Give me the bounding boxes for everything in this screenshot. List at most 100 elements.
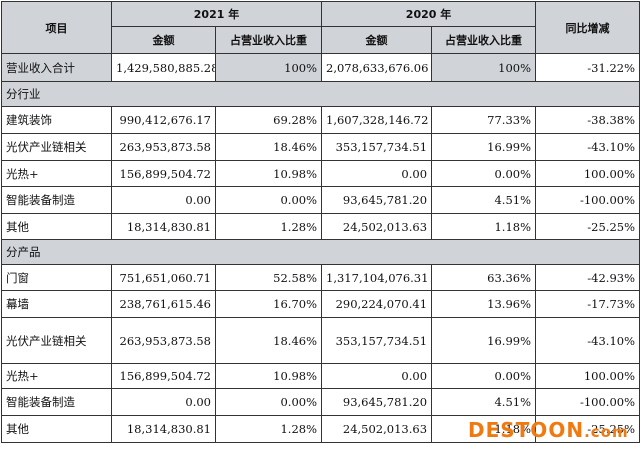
amount-2020: 93,645,781.20 xyxy=(321,388,433,416)
watermark-sub: .com xyxy=(584,423,629,441)
amount-2021: 238,761,615.46 xyxy=(111,290,216,318)
row-label: 建筑装饰 xyxy=(1,106,112,134)
change-value: -31.22% xyxy=(535,53,641,82)
amount-2021: 156,899,504.72 xyxy=(111,160,216,187)
amount-2020: 0.00 xyxy=(321,363,433,389)
table-row: 门窗 751,651,060.71 52.58% 1,317,104,076.31 63… xyxy=(1,264,641,291)
row-label: 其他 xyxy=(1,213,112,240)
change-value: -43.10% xyxy=(535,317,641,364)
row-label: 光热+ xyxy=(1,160,112,187)
ratio-2020: 0.00% xyxy=(431,160,537,187)
watermark-main: DESTOON xyxy=(468,418,585,442)
change-value: -100.00% xyxy=(535,186,641,214)
change-value: 100.00% xyxy=(535,160,641,187)
table-row: 智能装备制造 0.00 0.00% 93,645,781.20 4.51% -100.00… xyxy=(1,186,641,214)
change-value: -42.93% xyxy=(535,264,641,291)
table-row: 幕墙 238,761,615.46 16.70% 290,224,070.41 13.9… xyxy=(1,290,641,318)
amount-2020: 2,078,633,676.06 xyxy=(321,53,433,82)
change-value: 100.00% xyxy=(535,363,641,389)
amount-2020: 0.00 xyxy=(321,160,433,187)
amount-2020: 93,645,781.20 xyxy=(321,186,433,214)
ratio-2020: 1.18% xyxy=(431,213,537,240)
amount-2020: 353,157,734.51 xyxy=(321,133,433,161)
ratio-2021: 16.70% xyxy=(214,290,323,318)
section-product-row: 分产品 xyxy=(0,239,641,265)
change-value: -17.73% xyxy=(535,290,641,318)
amount-2021: 263,953,873.58 xyxy=(111,317,216,364)
amount-2021: 18,314,830.81 xyxy=(111,213,216,240)
ratio-2021: 18.46% xyxy=(214,133,323,161)
ratio-2020: 13.96% xyxy=(431,290,537,318)
ratio-2021: 0.00% xyxy=(214,388,323,416)
ratio-2020: 1.18% xyxy=(431,415,537,443)
header-year-2021: 2021 年 xyxy=(110,1,323,27)
industry-rows: 建筑装饰 990,412,676.17 69.28% 1,607,328,146.72… xyxy=(1,106,641,240)
table-row: 光热+ 156,899,504.72 10.98% 0.00 0.00% 100.00% xyxy=(1,363,641,389)
header-item: 项目 xyxy=(1,1,112,54)
amount-2020: 24,502,013.63 xyxy=(321,213,433,240)
ratio-2021: 10.98% xyxy=(214,160,323,187)
product-rows: 门窗 751,651,060.71 52.58% 1,317,104,076.31 63… xyxy=(1,264,641,443)
change-value: -100.00% xyxy=(535,388,641,416)
amount-2021: 156,899,504.72 xyxy=(111,363,216,389)
ratio-2021: 1.28% xyxy=(214,415,323,443)
amount-2021: 0.00 xyxy=(111,186,216,214)
row-label: 幕墙 xyxy=(1,290,112,318)
section-industry: 分行业 xyxy=(0,81,641,107)
table-row: 其他 18,314,830.81 1.28% 24,502,013.63 1.18% -2… xyxy=(1,415,641,443)
table-row: 光热+ 156,899,504.72 10.98% 0.00 0.00% 100.00% xyxy=(1,160,641,187)
amount-2021: 18,314,830.81 xyxy=(111,415,216,443)
amount-2020: 1,317,104,076.31 xyxy=(321,264,433,291)
ratio-2020: 0.00% xyxy=(431,363,537,389)
header-year-2020: 2020 年 xyxy=(321,1,537,27)
section-industry-row: 分行业 xyxy=(0,81,641,107)
amount-2021: 1,429,580,885.28 xyxy=(111,53,216,82)
amount-2020: 1,607,328,146.72 xyxy=(321,106,433,134)
ratio-2021: 69.28% xyxy=(214,106,323,134)
ratio-2021: 18.46% xyxy=(214,317,323,364)
amount-2021: 263,953,873.58 xyxy=(111,133,216,161)
row-label: 光热+ xyxy=(1,363,112,389)
amount-2021: 751,651,060.71 xyxy=(111,264,216,291)
row-label: 营业收入合计 xyxy=(1,53,112,82)
table-row: 智能装备制造 0.00 0.00% 93,645,781.20 4.51% -100.00… xyxy=(1,388,641,416)
ratio-2020: 16.99% xyxy=(431,317,537,364)
table-row: 建筑装饰 990,412,676.17 69.28% 1,607,328,146.72… xyxy=(1,106,641,134)
ratio-2021: 52.58% xyxy=(214,264,323,291)
row-label: 光伏产业链相关 xyxy=(1,133,112,161)
ratio-2020: 77.33% xyxy=(431,106,537,134)
header-amount-2021: 金额 xyxy=(111,26,216,54)
change-value: -25.25% xyxy=(535,415,641,443)
header-ratio-2020: 占营业收入比重 xyxy=(431,26,537,54)
total-row: 营业收入合计 1,429,580,885.28 100% 2,078,633,6… xyxy=(1,53,641,82)
amount-2020: 353,157,734.51 xyxy=(321,317,433,364)
amount-2021: 990,412,676.17 xyxy=(111,106,216,134)
table-row: 其他 18,314,830.81 1.28% 24,502,013.63 1.18% -2… xyxy=(1,213,641,240)
table-row: 光伏产业链相关 263,953,873.58 18.46% 353,157,734.5… xyxy=(1,317,641,364)
amount-2020: 290,224,070.41 xyxy=(321,290,433,318)
ratio-2020: 4.51% xyxy=(431,388,537,416)
row-label: 智能装备制造 xyxy=(1,186,112,214)
row-label: 门窗 xyxy=(1,264,112,291)
ratio-2021: 0.00% xyxy=(214,186,323,214)
header-ratio-2021: 占营业收入比重 xyxy=(214,26,323,54)
ratio-2020: 100% xyxy=(431,53,537,82)
revenue-table: 项目 2021 年 2020 年 同比增减 金额 占营业收入比重 金额 占营业收… xyxy=(0,1,641,443)
table-row: 光伏产业链相关 263,953,873.58 18.46% 353,157,734.5… xyxy=(1,133,641,161)
row-label: 光伏产业链相关 xyxy=(1,317,112,364)
section-product: 分产品 xyxy=(0,239,641,265)
change-value: -25.25% xyxy=(535,213,641,240)
amount-2020: 24,502,013.63 xyxy=(321,415,433,443)
change-value: -38.38% xyxy=(535,106,641,134)
row-label: 智能装备制造 xyxy=(1,388,112,416)
amount-2021: 0.00 xyxy=(111,388,216,416)
watermark-logo: DESTOON.com xyxy=(468,418,629,442)
header-amount-2020: 金额 xyxy=(321,26,433,54)
ratio-2021: 1.28% xyxy=(214,213,323,240)
ratio-2021: 100% xyxy=(214,53,323,82)
change-value: -43.10% xyxy=(535,133,641,161)
row-label: 其他 xyxy=(1,415,112,443)
ratio-2020: 16.99% xyxy=(431,133,537,161)
ratio-2021: 10.98% xyxy=(214,363,323,389)
ratio-2020: 4.51% xyxy=(431,186,537,214)
